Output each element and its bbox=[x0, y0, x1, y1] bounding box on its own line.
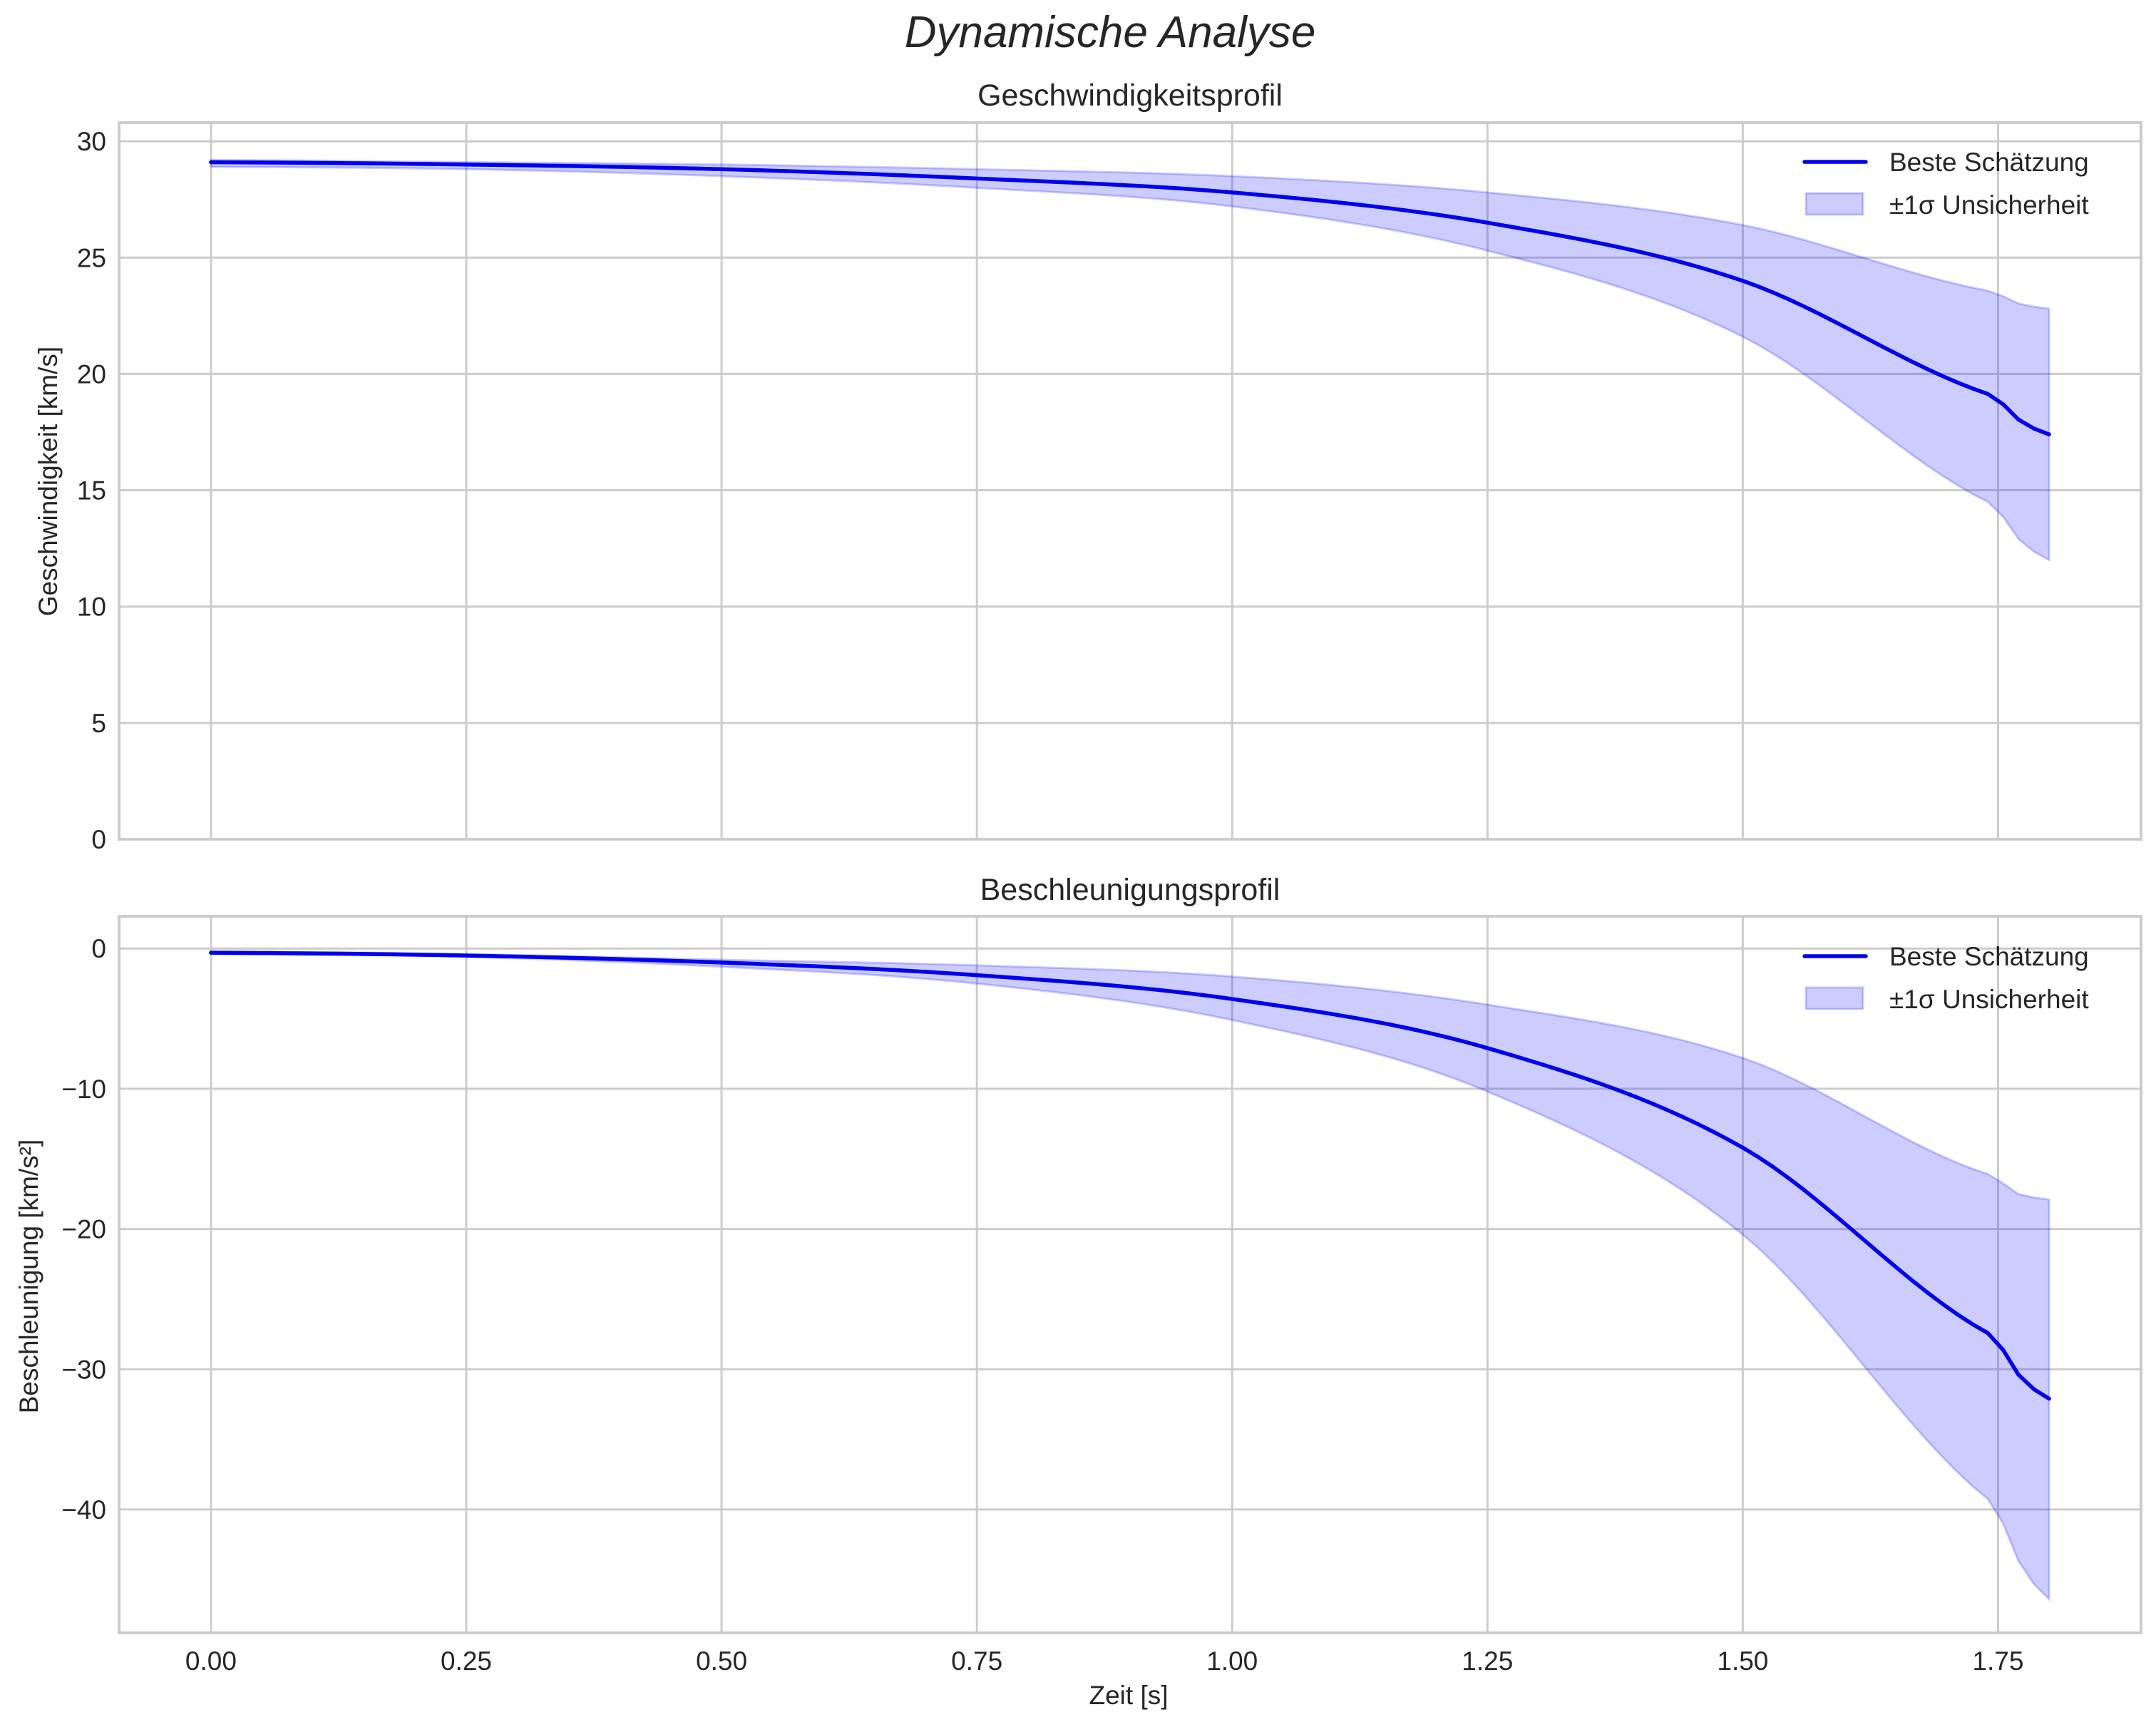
x-axis-label: Zeit [s] bbox=[1089, 1681, 1168, 1710]
velocity-legend: Beste Schätzung ±1σ Unsicherheit bbox=[1802, 148, 2089, 220]
legend-label-best-estimate: Beste Schätzung bbox=[1889, 942, 2089, 971]
velocity-y-ticks: 0 5 10 15 20 25 30 bbox=[77, 127, 106, 854]
velocity-best-estimate-line bbox=[209, 160, 2051, 436]
y-tick-label: −40 bbox=[61, 1495, 106, 1525]
acceleration-grid bbox=[119, 916, 2141, 1633]
legend-label-uncertainty: ±1σ Unsicherheit bbox=[1889, 985, 2089, 1014]
x-tick-label: 0.25 bbox=[441, 1646, 492, 1676]
velocity-y-axis-label: Geschwindigkeit [km/s] bbox=[34, 347, 63, 616]
uncertainty-band-area bbox=[210, 950, 2050, 1602]
legend-label-uncertainty: ±1σ Unsicherheit bbox=[1889, 190, 2089, 220]
y-tick-label: 20 bbox=[77, 359, 106, 389]
acceleration-uncertainty-band bbox=[210, 950, 2050, 1602]
figure-suptitle: Dynamische Analyse bbox=[905, 8, 1316, 57]
x-tick-label: 1.25 bbox=[1462, 1646, 1513, 1676]
velocity-panel: Geschwindigkeitsprofil 0 5 10 15 20 25 30 Gesc… bbox=[34, 78, 2142, 854]
y-tick-label: 25 bbox=[77, 243, 106, 272]
legend-label-best-estimate: Beste Schätzung bbox=[1889, 148, 2089, 177]
acceleration-panel: Beschleunigungsprofil 0 −10 −20 −30 −40 0.00… bbox=[14, 873, 2142, 1710]
acceleration-x-ticks: 0.00 0.25 0.50 0.75 1.00 1.25 1.50 1.75 bbox=[185, 1646, 2024, 1676]
x-tick-label: 1.50 bbox=[1717, 1646, 1768, 1676]
y-tick-label: 5 bbox=[91, 709, 106, 738]
acceleration-best-estimate-line bbox=[209, 950, 2051, 1401]
axes-spines bbox=[118, 121, 2142, 841]
acceleration-y-ticks: 0 −10 −20 −30 −40 bbox=[61, 934, 106, 1525]
y-tick-label: −20 bbox=[61, 1215, 106, 1244]
acceleration-y-axis-label: Beschleunigung [km/s²] bbox=[14, 1139, 43, 1414]
x-tick-label: 0.75 bbox=[951, 1646, 1002, 1676]
best-estimate-curve bbox=[209, 950, 2051, 1401]
x-tick-label: 0.00 bbox=[185, 1646, 237, 1676]
velocity-grid bbox=[119, 123, 2141, 841]
acceleration-axes-frame bbox=[118, 915, 2142, 1634]
acceleration-legend: Beste Schätzung ±1σ Unsicherheit bbox=[1802, 942, 2089, 1014]
best-estimate-curve bbox=[209, 160, 2051, 436]
legend-band-swatch bbox=[1805, 192, 1864, 216]
legend-band-swatch bbox=[1805, 986, 1864, 1010]
axes-spines bbox=[118, 915, 2142, 1634]
y-tick-label: 30 bbox=[77, 127, 106, 156]
x-tick-label: 0.50 bbox=[696, 1646, 747, 1676]
velocity-axes-frame bbox=[118, 121, 2142, 841]
velocity-panel-title: Geschwindigkeitsprofil bbox=[977, 78, 1283, 113]
y-tick-label: 15 bbox=[77, 476, 106, 506]
velocity-uncertainty-band bbox=[210, 158, 2050, 562]
y-tick-label: 0 bbox=[91, 934, 106, 963]
y-tick-label: −10 bbox=[61, 1075, 106, 1104]
x-tick-label: 1.75 bbox=[1972, 1646, 2023, 1676]
y-tick-label: −30 bbox=[61, 1355, 106, 1384]
y-tick-label: 10 bbox=[77, 593, 106, 622]
uncertainty-band-area bbox=[210, 158, 2050, 562]
acceleration-panel-title: Beschleunigungsprofil bbox=[980, 873, 1280, 907]
y-tick-label: 0 bbox=[91, 825, 106, 854]
x-tick-label: 1.00 bbox=[1206, 1646, 1258, 1676]
